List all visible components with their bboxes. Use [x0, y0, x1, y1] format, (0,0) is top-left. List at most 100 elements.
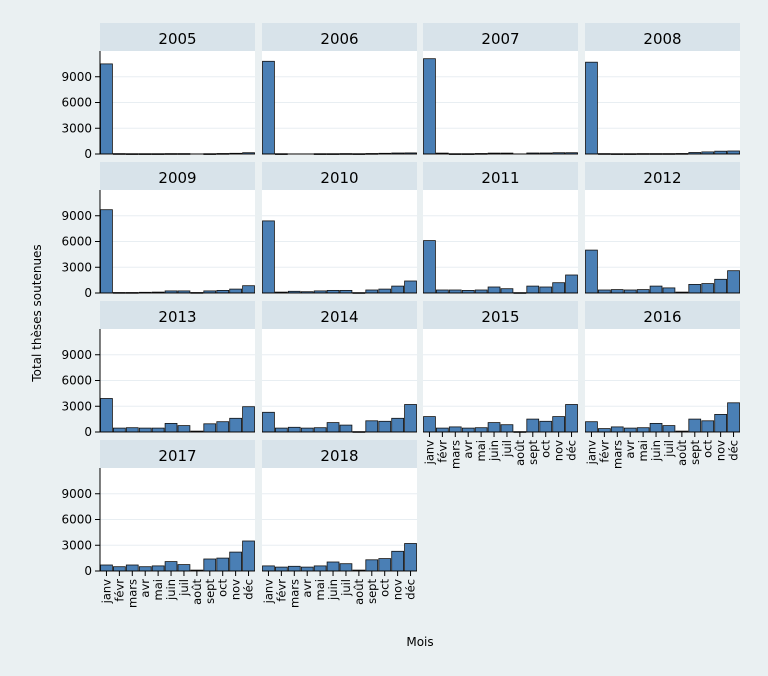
- bar-févr: [598, 428, 611, 433]
- panel-title: 2013: [158, 308, 196, 326]
- bar-mars: [287, 426, 301, 433]
- x-tick-label: avr: [623, 440, 637, 459]
- bar-juil: [500, 288, 514, 294]
- bar-juin: [649, 285, 663, 294]
- x-tick-label: sept: [526, 440, 540, 465]
- x-tick-label: déc: [242, 579, 256, 600]
- panel-header: [423, 162, 578, 190]
- x-tick-label: juin: [487, 440, 501, 462]
- bar-mars: [610, 289, 624, 294]
- panel-title: 2017: [158, 447, 196, 465]
- y-tick-label: 9000: [61, 348, 92, 362]
- panel-2007: 2007: [423, 23, 578, 155]
- bar-juin: [164, 422, 178, 433]
- bar-sept: [203, 423, 217, 433]
- bar-oct: [378, 420, 392, 433]
- bar-févr: [113, 566, 126, 572]
- x-tick-label: juin: [326, 579, 340, 601]
- bar-juin: [326, 422, 340, 433]
- x-tick-label: juin: [649, 440, 663, 462]
- x-tick-label: oct: [701, 440, 715, 458]
- x-tick-label: févr: [112, 579, 126, 602]
- panel-2005: 2005 0 3000 6000 9000: [61, 23, 255, 161]
- x-tick-label: mai: [636, 440, 650, 461]
- y-tick-label: 3000: [61, 399, 92, 413]
- bar-nov: [391, 550, 405, 572]
- panel-2014: 2014: [262, 301, 417, 433]
- bar-oct: [539, 286, 553, 294]
- bar-oct: [216, 557, 230, 572]
- panel-2009: 2009 0 3000 6000 9000: [61, 162, 255, 300]
- x-tick-label: juil: [339, 579, 353, 597]
- y-tick-label: 0: [84, 564, 92, 578]
- bar-sept: [365, 559, 379, 572]
- bar-juin: [487, 422, 501, 433]
- x-tick-label: déc: [404, 579, 418, 600]
- bar-mars: [610, 426, 624, 433]
- bar-nov: [552, 416, 566, 433]
- bar-juil: [339, 563, 353, 572]
- bar-juil: [662, 287, 676, 294]
- bar-févr: [435, 427, 449, 433]
- bar-janv: [423, 58, 436, 155]
- x-tick-label: avr: [461, 440, 475, 459]
- y-tick-label: 9000: [61, 70, 92, 84]
- panel-title: 2018: [320, 447, 358, 465]
- panel-header: [262, 440, 417, 468]
- panel-title: 2011: [481, 169, 519, 187]
- bar-juin: [649, 422, 663, 433]
- bar-déc: [565, 404, 578, 433]
- bar-juil: [339, 424, 353, 433]
- x-tick-label: déc: [727, 440, 741, 461]
- bar-déc: [242, 540, 255, 572]
- bar-janv: [423, 240, 436, 294]
- bar-avr: [138, 427, 152, 433]
- bar-nov: [714, 278, 728, 294]
- panel-title: 2009: [158, 169, 196, 187]
- bar-oct: [216, 421, 230, 433]
- bar-nov: [391, 417, 405, 433]
- y-tick-label: 0: [84, 425, 92, 439]
- x-tick-label: nov: [552, 440, 566, 461]
- bar-nov: [714, 413, 728, 433]
- panel-2011: 2011: [423, 162, 578, 294]
- y-tick-label: 0: [84, 147, 92, 161]
- panel-title: 2015: [481, 308, 519, 326]
- bar-janv: [100, 209, 113, 294]
- bar-mars: [125, 427, 139, 433]
- x-tick-label: déc: [565, 440, 579, 461]
- x-tick-label: sept: [203, 579, 217, 604]
- bar-janv: [262, 411, 275, 433]
- y-tick-label: 3000: [61, 538, 92, 552]
- bar-juil: [500, 424, 514, 433]
- x-tick-label: janv: [262, 579, 276, 605]
- bar-janv: [100, 398, 113, 433]
- x-tick-label: avr: [300, 579, 314, 598]
- bar-févr: [274, 427, 288, 433]
- x-tick-label: juil: [662, 440, 676, 458]
- panel-header: [100, 23, 255, 51]
- x-tick-label: nov: [391, 579, 405, 600]
- panel-title: 2016: [643, 308, 681, 326]
- bar-janv: [585, 61, 598, 155]
- y-tick-label: 3000: [61, 121, 92, 135]
- bar-janv: [100, 63, 113, 155]
- bar-nov: [391, 285, 405, 294]
- x-tick-label: janv: [423, 440, 437, 466]
- bar-nov: [229, 288, 242, 294]
- x-tick-label: févr: [435, 440, 449, 463]
- x-tick-label: mai: [151, 579, 165, 600]
- panel-2006: 2006: [262, 23, 417, 155]
- y-tick-label: 6000: [61, 374, 92, 388]
- panel-title: 2006: [320, 30, 358, 48]
- bar-nov: [229, 551, 242, 572]
- bar-sept: [365, 420, 379, 433]
- bar-févr: [274, 566, 288, 572]
- bar-mai: [313, 427, 327, 433]
- x-tick-label: mars: [448, 440, 462, 469]
- x-tick-label: févr: [274, 579, 288, 602]
- panel-header: [585, 23, 740, 51]
- bar-nov: [552, 282, 566, 294]
